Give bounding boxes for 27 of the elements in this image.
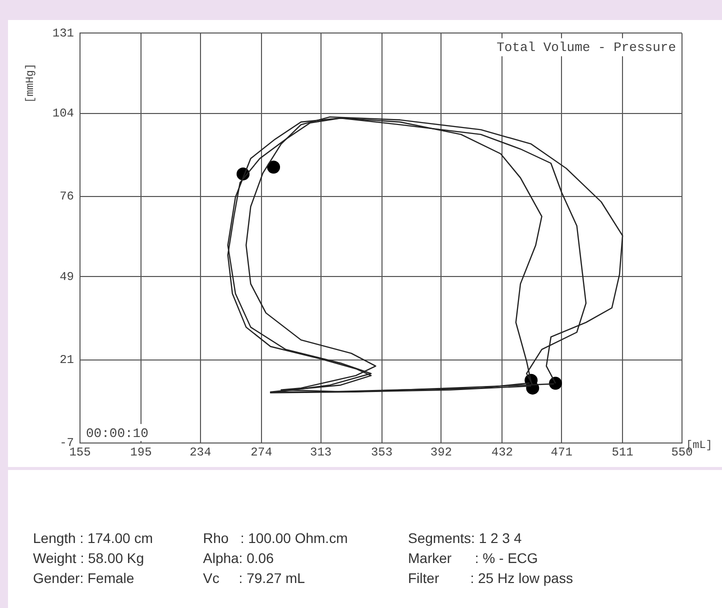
y-tick-label: 131 <box>52 26 74 40</box>
text: Gender: Female <box>33 570 136 588</box>
text: Filter : 25 Hz low pass <box>408 570 574 588</box>
y-tick-label: 21 <box>60 353 74 368</box>
text: Alpha: 0.06 <box>203 550 275 568</box>
text: Marker : % - ECG <box>408 550 539 568</box>
y-tick-label: 76 <box>60 190 74 204</box>
x-tick-label: 353 <box>370 445 393 460</box>
text: Weight : 58.00 Kg <box>33 550 146 568</box>
x-tick-label: 274 <box>250 445 272 460</box>
x-tick-label: 313 <box>310 445 332 460</box>
x-tick-label: 234 <box>190 445 212 460</box>
y-axis-title: [mmHg] <box>24 63 37 104</box>
y-tick-label: 104 <box>52 106 74 121</box>
text: Total Volume - Pressure <box>496 40 676 56</box>
x-tick-label: 195 <box>130 445 152 460</box>
text: Vc : 79.27 mL <box>203 570 306 588</box>
annotation: 00:00:10 <box>86 426 148 441</box>
x-tick-label: 432 <box>491 445 513 460</box>
x-tick-label: 392 <box>430 445 452 460</box>
text: Segments: 1 2 3 4 <box>408 530 523 548</box>
x-tick-label: 471 <box>550 445 572 460</box>
x-tick-label: 511 <box>612 445 634 460</box>
text: Length : 174.00 cm <box>33 530 154 548</box>
text: Rho : 100.00 Ohm.cm <box>203 530 349 548</box>
x-tick-label: 155 <box>69 445 91 460</box>
y-tick-label: 49 <box>60 270 74 284</box>
